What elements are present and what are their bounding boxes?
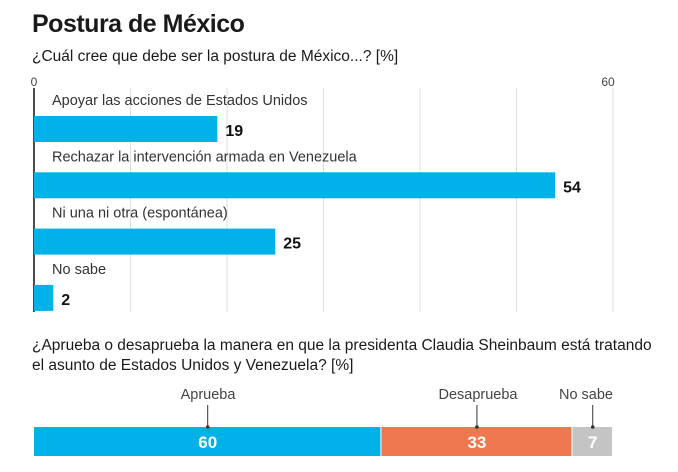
segment-value: 60 [198,433,217,452]
tick-label: 60 [601,75,615,89]
category-label: Apoyar las acciones de Estados Unidos [52,93,308,109]
category-label: No sabe [52,262,106,278]
segment-label: No sabe [559,387,613,403]
leader-dot [205,425,210,429]
bar [34,116,218,142]
bar [34,228,276,255]
data-label: 2 [61,292,70,309]
segment-value: 33 [467,433,486,452]
leader-dot [475,425,479,429]
segment-bar [572,427,612,456]
bar [34,284,54,311]
segment-bar [34,427,381,456]
chart1-title: ¿Cuál cree que debe ser la postura de Mé… [32,48,399,65]
category-label: Ni una ni otra (espontánea) [52,206,228,222]
segment-label: Desaprueba [439,387,519,403]
chart2-title: ¿Aprueba o desaprueba la manera en que l… [32,337,652,374]
data-label: 19 [225,123,243,140]
segment-label: Aprueba [181,387,237,403]
data-label: 25 [283,236,301,253]
segment-value: 7 [588,433,597,452]
category-label: Rechazar la intervención armada en Venez… [52,149,358,165]
page-title: Postura de México [32,10,245,38]
data-label: 54 [563,179,581,196]
tick-label: 0 [31,75,38,89]
bar [34,172,556,199]
leader-dot [590,425,595,429]
segment-bar [381,427,572,456]
